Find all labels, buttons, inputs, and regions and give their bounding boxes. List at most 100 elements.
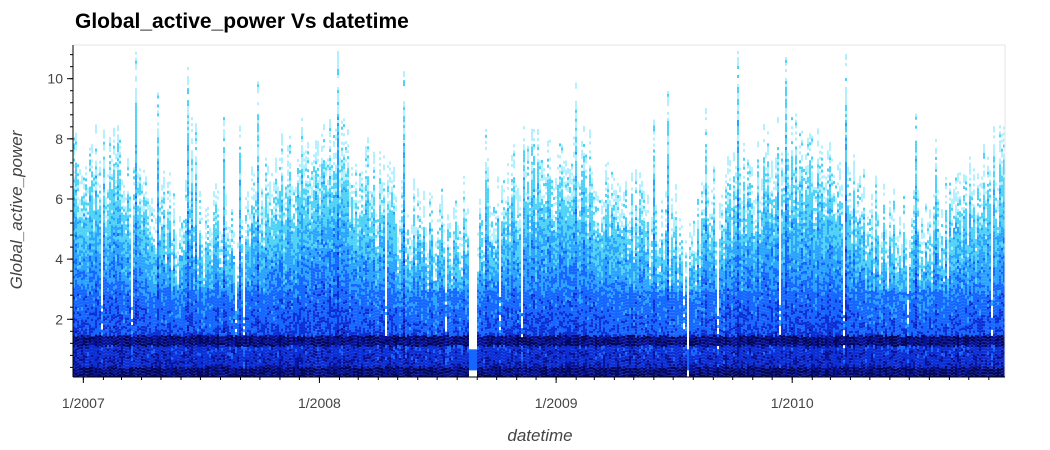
- heatmap-cell: [173, 247, 175, 251]
- heatmap-cell: [141, 349, 143, 353]
- heatmap-cell: [109, 161, 111, 165]
- heatmap-cell: [175, 348, 177, 352]
- heatmap-cell: [73, 224, 75, 228]
- heatmap-cell: [227, 238, 229, 242]
- heatmap-cell: [187, 352, 189, 356]
- heatmap-cell: [129, 241, 131, 245]
- heatmap-cell: [229, 367, 231, 371]
- heatmap-cell: [89, 162, 91, 166]
- heatmap-cell: [137, 265, 139, 269]
- heatmap-cell: [213, 314, 215, 318]
- heatmap-cell: [215, 363, 217, 367]
- heatmap-cell: [109, 287, 111, 291]
- heatmap-cell: [187, 211, 189, 215]
- heatmap-cell: [91, 351, 93, 355]
- heatmap-cell: [83, 267, 85, 271]
- heatmap-cell: [143, 304, 145, 308]
- heatmap-cell: [213, 332, 215, 336]
- heatmap-cell: [207, 353, 209, 357]
- heatmap-cell: [93, 357, 95, 361]
- heatmap-cell: [129, 352, 131, 356]
- heatmap-cell: [85, 256, 87, 260]
- heatmap-cell: [221, 330, 223, 334]
- heatmap-cell: [115, 228, 117, 232]
- heatmap-cell: [191, 342, 193, 346]
- heatmap-cell: [119, 217, 121, 221]
- heatmap-cell: [233, 339, 235, 343]
- heatmap-cell: [95, 181, 97, 185]
- heatmap-cell: [225, 329, 227, 333]
- heatmap-cell: [93, 174, 95, 178]
- heatmap-cell: [125, 239, 127, 243]
- heatmap-cell: [157, 347, 159, 351]
- heatmap-cell: [85, 259, 87, 263]
- heatmap-cell: [81, 226, 83, 230]
- heatmap-cell: [167, 223, 169, 227]
- heatmap-cell: [89, 300, 91, 304]
- heatmap-cell: [201, 373, 203, 377]
- heatmap-cell: [167, 247, 169, 251]
- heatmap-cell: [233, 267, 235, 271]
- heatmap-cell: [83, 264, 85, 268]
- heatmap-cell: [187, 313, 189, 317]
- heatmap-cell: [187, 145, 189, 149]
- heatmap-cell: [193, 373, 195, 377]
- heatmap-cell: [215, 339, 217, 343]
- heatmap-cell: [199, 350, 201, 354]
- heatmap-cell: [81, 220, 83, 224]
- heatmap-cell: [227, 319, 229, 323]
- heatmap-cell: [83, 324, 85, 328]
- heatmap-cell: [135, 318, 137, 322]
- heatmap-cell: [177, 257, 179, 261]
- heatmap-cell: [217, 232, 219, 236]
- heatmap-cell: [83, 237, 85, 241]
- heatmap-cell: [73, 218, 75, 222]
- heatmap-cell: [197, 325, 199, 329]
- heatmap-cell: [93, 315, 95, 319]
- heatmap-cell: [233, 327, 235, 331]
- heatmap-cell: [145, 293, 147, 297]
- heatmap-cell: [117, 302, 119, 306]
- heatmap-cell: [205, 346, 207, 350]
- heatmap-cell: [165, 323, 167, 327]
- heatmap-cell: [125, 362, 127, 366]
- heatmap-cell: [233, 321, 235, 325]
- heatmap-cell: [151, 314, 153, 318]
- heatmap-cell: [121, 278, 123, 282]
- heatmap-cell: [119, 331, 121, 335]
- heatmap-cell: [181, 237, 183, 241]
- heatmap-cell: [93, 321, 95, 325]
- heatmap-cell: [109, 185, 111, 189]
- heatmap-cell: [133, 347, 135, 351]
- heatmap-cell: [153, 250, 155, 254]
- heatmap-cell: [113, 361, 115, 365]
- heatmap-cell: [225, 263, 227, 267]
- heatmap-cell: [187, 271, 189, 275]
- heatmap-cell: [95, 277, 97, 281]
- heatmap-cell: [149, 258, 151, 262]
- heatmap-cell: [137, 310, 139, 314]
- heatmap-cell: [197, 280, 199, 284]
- heatmap-cell: [127, 269, 129, 273]
- heatmap-cell: [221, 240, 223, 244]
- heatmap-cell: [119, 283, 121, 287]
- heatmap-cell: [89, 210, 91, 214]
- heatmap-cell: [233, 255, 235, 259]
- heatmap-cell: [119, 184, 121, 188]
- heatmap-cell: [73, 221, 75, 225]
- heatmap-cell: [189, 326, 191, 330]
- heatmap-cell: [233, 345, 235, 349]
- heatmap-cell: [119, 268, 121, 272]
- heatmap-cell: [229, 256, 231, 260]
- heatmap-cell: [75, 168, 77, 172]
- heatmap-cell: [217, 325, 219, 329]
- heatmap-cell: [77, 263, 79, 267]
- heatmap-cell: [127, 272, 129, 276]
- heatmap-cell: [103, 324, 105, 328]
- heatmap-cell: [133, 218, 135, 222]
- heatmap-cell: [181, 222, 183, 226]
- heatmap-cell: [175, 369, 177, 373]
- heatmap-cell: [227, 235, 229, 239]
- heatmap-cell: [91, 159, 93, 163]
- heatmap-cell: [225, 374, 227, 377]
